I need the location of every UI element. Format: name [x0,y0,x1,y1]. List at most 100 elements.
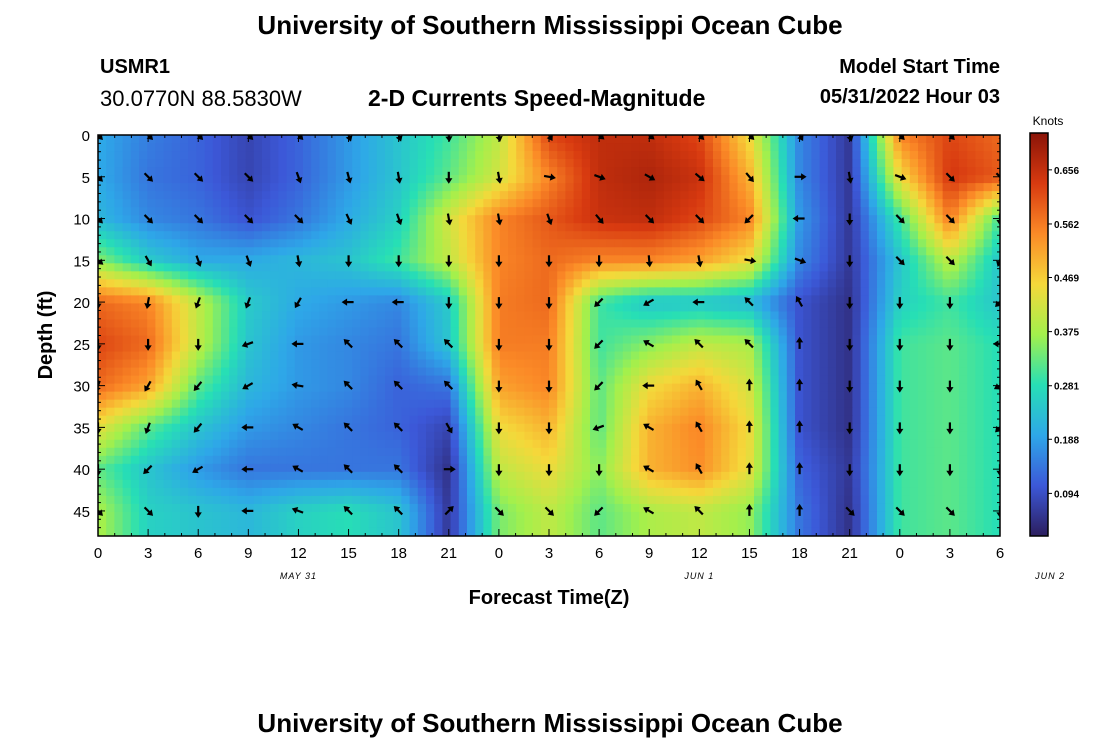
heatmap-cell [557,407,566,417]
heatmap-cell [926,423,935,433]
heatmap-cell [991,287,1000,296]
heatmap-cell [344,335,353,345]
heatmap-cell [901,183,911,192]
heatmap-cell [278,167,288,176]
heatmap-cell [417,279,427,288]
heatmap-cell [303,231,312,240]
heatmap-cell [467,143,476,152]
heatmap-cell [983,471,993,481]
heatmap-cell [688,271,698,280]
heatmap-cell [155,295,165,305]
heatmap-cell [401,463,411,473]
heatmap-cell [98,167,107,176]
heatmap-cell [499,375,509,385]
heatmap-cell [327,175,337,184]
heatmap-cell [844,471,853,481]
heatmap-cell [942,183,952,192]
heatmap-cell [319,223,329,232]
heatmap-cell [98,319,107,329]
heatmap-cell [417,207,427,216]
heatmap-cell [598,271,607,280]
heatmap-cell [483,415,493,425]
heatmap-cell [688,183,698,192]
heatmap-cell [721,431,730,441]
heatmap-cell [286,199,296,208]
heatmap-cell [401,399,411,409]
heatmap-cell [327,415,337,425]
heatmap-cell [803,167,812,176]
heatmap-cell [786,263,796,272]
heatmap-cell [294,327,304,337]
heatmap-cell [729,407,739,417]
heatmap-cell [180,159,189,168]
heatmap-cell [639,231,648,240]
heatmap-cell [581,271,591,280]
heatmap-cell [360,455,370,465]
heatmap-cell [278,335,288,345]
heatmap-cell [122,327,132,337]
heatmap-cell [106,239,115,248]
heatmap-cell [188,143,197,152]
heatmap-cell [335,479,345,489]
heatmap-cell [975,183,985,192]
heatmap-cell [98,143,107,152]
heatmap-cell [672,143,681,152]
heatmap-cell [844,311,853,321]
heatmap-cell [409,223,419,232]
heatmap-cell [983,383,993,393]
heatmap-cell [303,167,312,176]
heatmap-cell [967,279,976,288]
heatmap-cell [893,311,903,321]
heatmap-cell [672,471,681,481]
heatmap-cell [155,351,165,361]
heatmap-cell [483,447,493,457]
heatmap-cell [303,215,312,224]
heatmap-cell [508,167,517,176]
heatmap-cell [655,487,665,497]
heatmap-cell [909,167,919,176]
heatmap-cell [540,255,550,264]
heatmap-cell [991,447,1000,457]
heatmap-cell [696,471,706,481]
heatmap-cell [114,399,124,409]
heatmap-cell [934,175,944,184]
heatmap-cell [860,135,870,144]
heatmap-cell [926,391,935,401]
heatmap-cell [319,407,329,417]
heatmap-cell [967,383,976,393]
heatmap-cell [819,383,829,393]
heatmap-cell [573,159,583,168]
heatmap-cell [549,415,558,425]
heatmap-cell [754,167,763,176]
heatmap-cell [344,319,353,329]
heatmap-cell [286,263,296,272]
heatmap-cell [130,415,140,425]
heatmap-cell [721,327,730,337]
heatmap-cell [212,159,222,168]
heatmap-cell [171,471,181,481]
heatmap-cell [762,447,771,457]
heatmap-cell [163,287,173,296]
heatmap-cell [877,143,886,152]
heatmap-cell [344,359,353,369]
heatmap-cell [524,415,534,425]
heatmap-cell [581,263,591,272]
heatmap-cell [114,479,124,489]
heatmap-cell [253,207,263,216]
heatmap-cell [680,327,689,337]
heatmap-cell [221,439,230,449]
heatmap-cell [581,423,591,433]
heatmap-cell [139,471,148,481]
heatmap-cell [393,295,402,305]
heatmap-cell [253,191,263,200]
heatmap-cell [909,319,919,329]
heatmap-cell [409,407,419,417]
heatmap-cell [335,423,345,433]
heatmap-cell [122,151,132,160]
heatmap-cell [549,303,558,313]
heatmap-cell [155,207,165,216]
heatmap-cell [803,423,812,433]
heatmap-cell [483,287,493,296]
heatmap-cell [360,495,370,505]
heatmap-cell [557,311,566,321]
